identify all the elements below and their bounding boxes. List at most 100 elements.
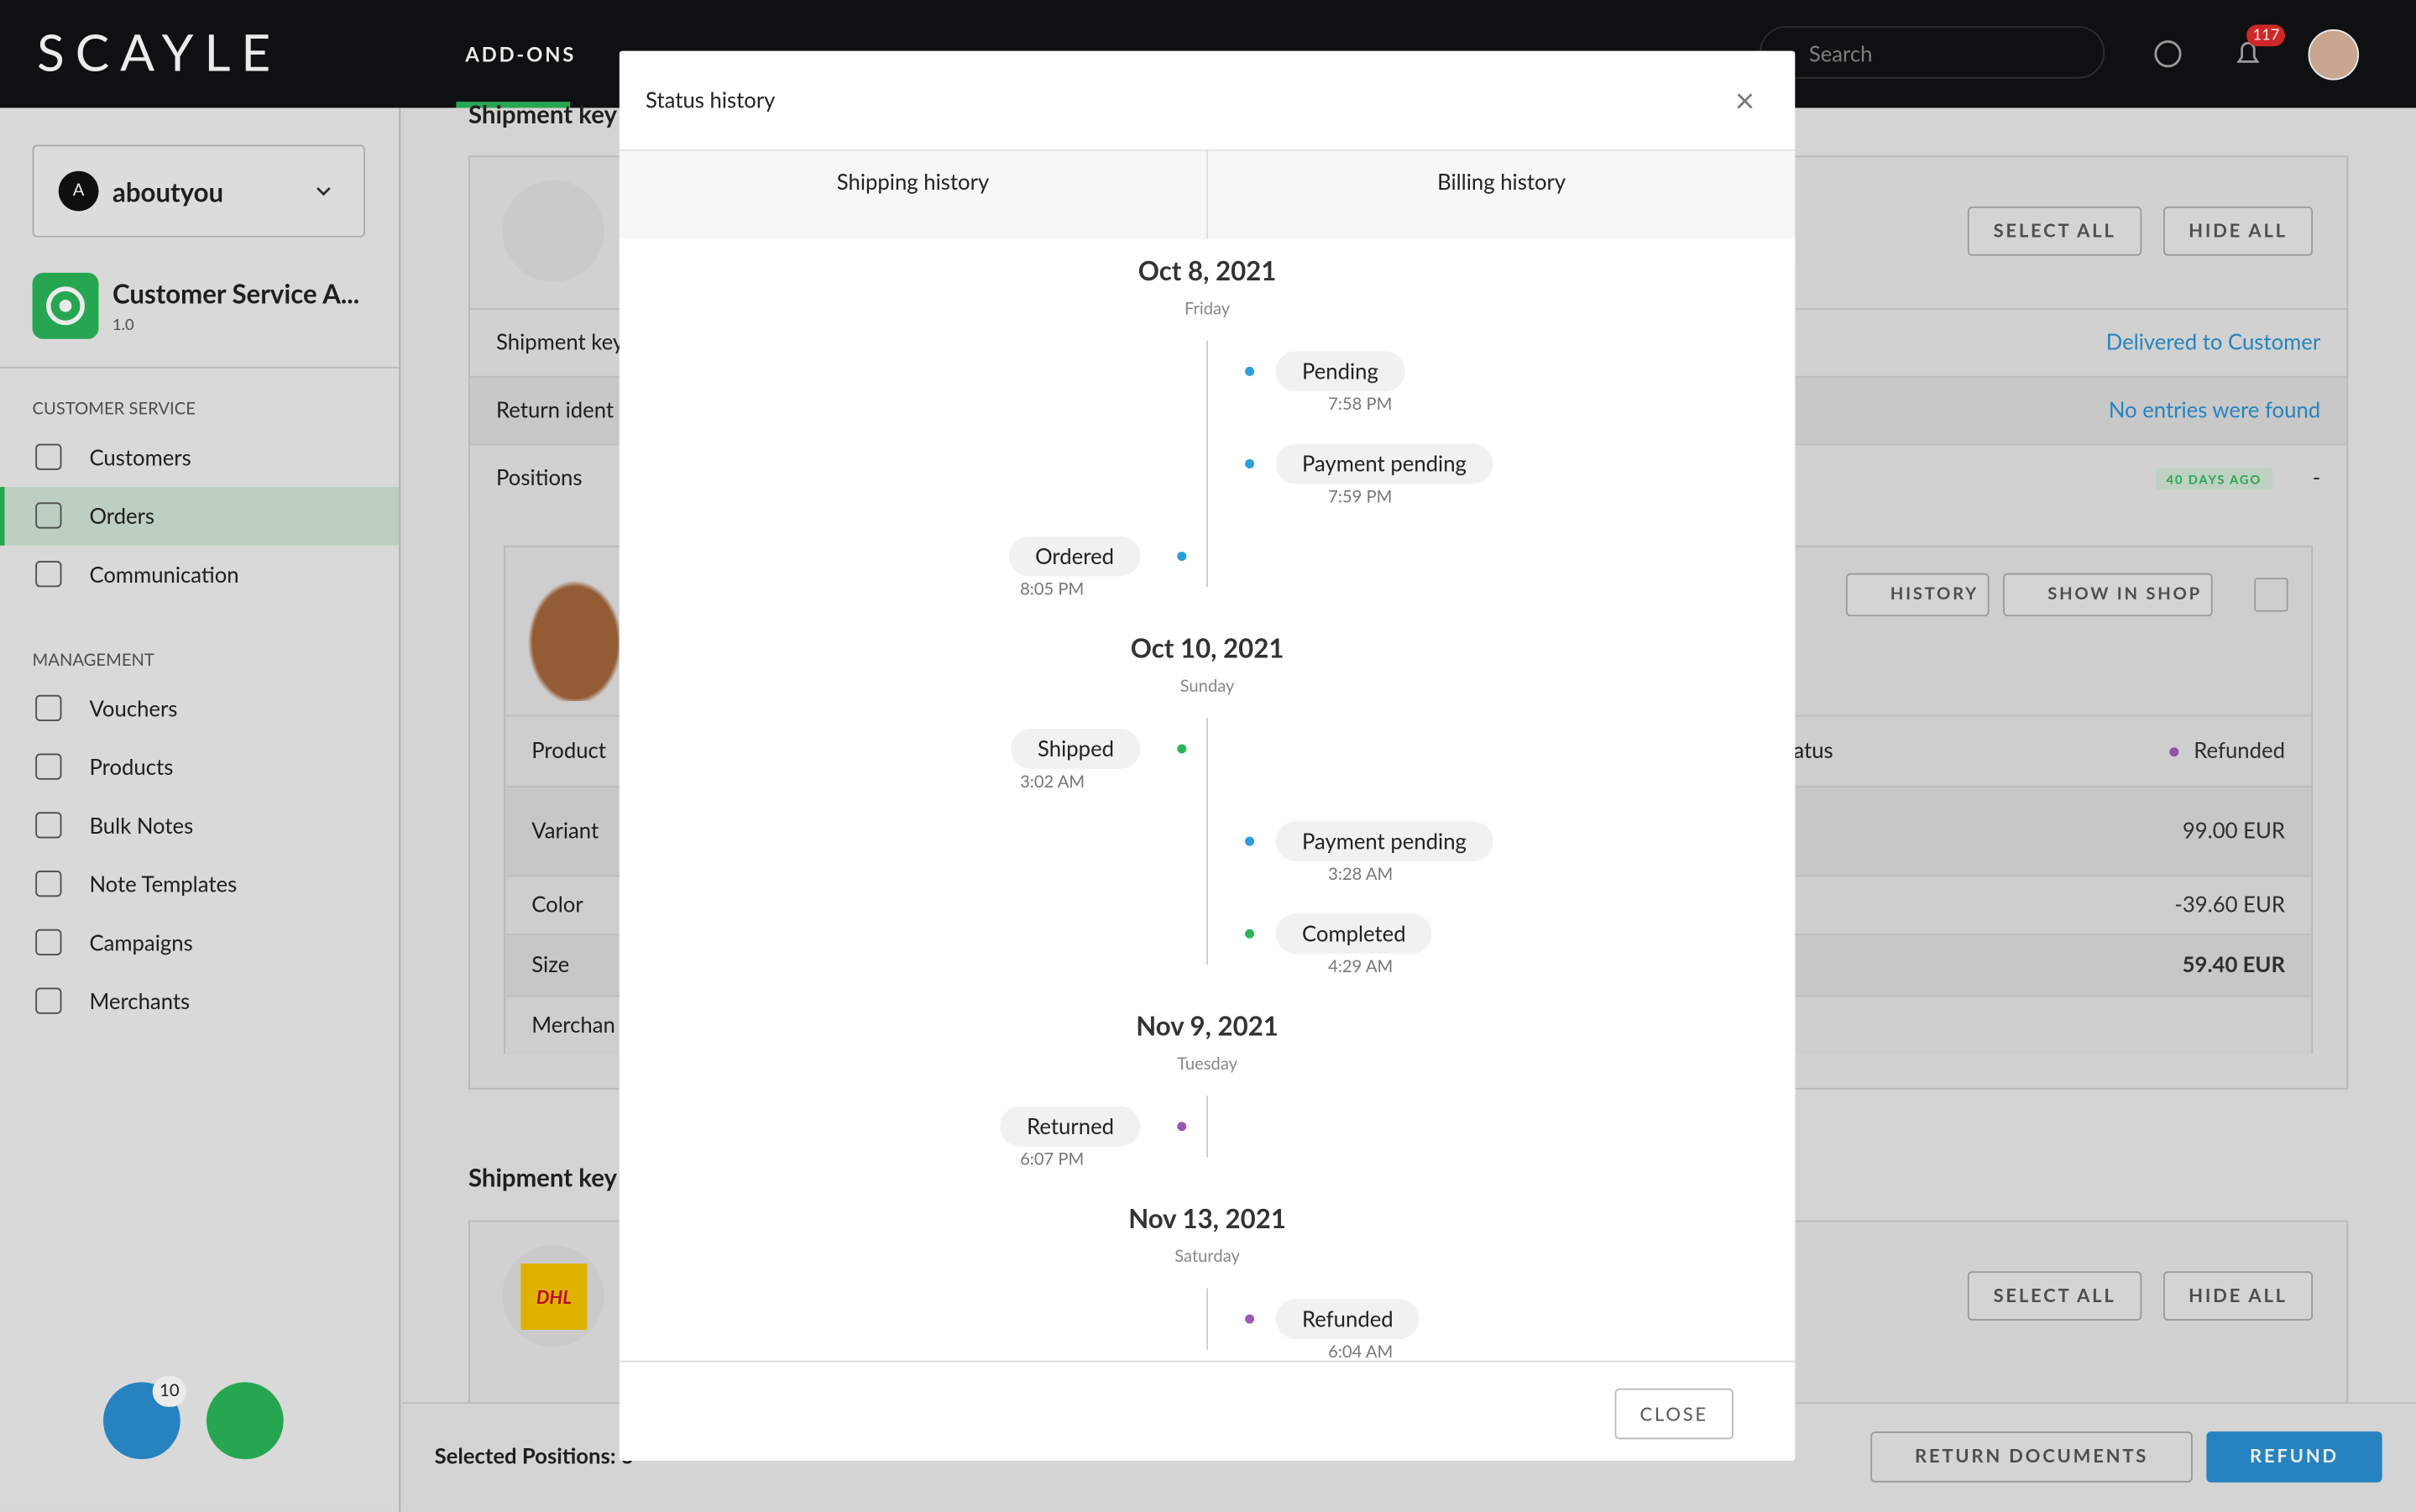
- nav-item[interactable]: Note Templates: [0, 855, 399, 914]
- tab-label: Shipping history: [836, 168, 990, 195]
- nav-label: Communication: [89, 561, 239, 588]
- event-label: Returned: [1000, 1106, 1141, 1147]
- product-value: Refunded: [2194, 736, 2285, 763]
- weekday: Sunday: [1179, 676, 1235, 697]
- section-heading: Shipment key: [468, 1163, 617, 1193]
- help-icon[interactable]: [2151, 37, 2184, 71]
- timeline: Oct 8, 2021 Friday Pending 7:58 PM Payment p…: [619, 238, 1796, 1361]
- button[interactable]: SHOW IN SHOP: [2003, 573, 2213, 617]
- event-dot: [1245, 458, 1255, 468]
- nav-item[interactable]: Orders: [0, 487, 400, 546]
- nav-item[interactable]: Bulk Notes: [0, 797, 399, 855]
- nav-label: Products: [89, 753, 174, 780]
- nav-label: Note Templates: [89, 871, 238, 897]
- nav-link[interactable]: ADD-ONS: [465, 41, 577, 66]
- tab[interactable]: Shipping history: [620, 151, 1206, 264]
- row-value: Delivered to Customer: [2105, 327, 2321, 355]
- date-heading: Oct 8, 2021: [1137, 254, 1277, 287]
- sidebar: [0, 107, 401, 1512]
- status-dot: [2169, 747, 2179, 757]
- nav-icon: [35, 443, 62, 470]
- event-time: 8:05 PM: [1020, 579, 1085, 599]
- timeline-line: [1206, 718, 1209, 965]
- section-title: CUSTOMER SERVICE: [32, 399, 196, 420]
- timeline-line: [1206, 1288, 1209, 1350]
- event-label: Ordered: [1008, 536, 1141, 577]
- product-value: -39.60 EUR: [2174, 890, 2285, 918]
- nav-item[interactable]: Products: [0, 738, 399, 797]
- tab-divider: [1206, 150, 1209, 264]
- nav-label: Bulk Notes: [89, 812, 194, 839]
- event-time: 6:04 AM: [1328, 1342, 1394, 1361]
- bell-icon[interactable]: [2234, 39, 2262, 70]
- product-label: Merchan: [531, 1010, 615, 1037]
- timeline-line: [1206, 340, 1209, 588]
- product-label: Color: [531, 890, 583, 918]
- logo[interactable]: SCAYLE: [37, 21, 282, 84]
- nav-label: Merchants: [89, 987, 191, 1014]
- event-dot: [1245, 366, 1255, 376]
- nav-item[interactable]: Customers: [0, 428, 399, 487]
- event-dot: [1177, 1122, 1187, 1132]
- row-label: Shipment key: [496, 327, 625, 355]
- support-badge: 10: [152, 1376, 187, 1407]
- section-heading: Shipment key: [468, 100, 617, 130]
- button[interactable]: SELECT ALL: [1967, 206, 2142, 256]
- tab[interactable]: Billing history: [1208, 151, 1795, 264]
- event-dot: [1245, 1314, 1255, 1324]
- nav-item[interactable]: Campaigns: [0, 913, 399, 972]
- nav-icon: [35, 753, 62, 780]
- weekday: Tuesday: [1177, 1054, 1238, 1075]
- event-label: Refunded: [1275, 1299, 1420, 1340]
- product-label: Variant: [531, 816, 599, 843]
- notification-badge: 117: [2246, 24, 2286, 47]
- selected-count: Selected Positions: 3: [434, 1441, 634, 1469]
- event-time: 7:59 PM: [1328, 487, 1393, 507]
- nav-item[interactable]: Merchants: [0, 972, 399, 1031]
- row-value: -: [2312, 463, 2321, 490]
- weekday: Saturday: [1174, 1246, 1240, 1267]
- nav-label: Orders: [89, 502, 155, 529]
- button[interactable]: HISTORY: [1845, 573, 1990, 617]
- nav-label: Customers: [89, 443, 191, 470]
- badge: 40 DAYS AGO: [2155, 468, 2272, 490]
- chevron: [316, 186, 331, 196]
- nav-icon: [35, 987, 62, 1014]
- button[interactable]: HIDE ALL: [2162, 206, 2314, 256]
- timeline-line: [1206, 1096, 1209, 1158]
- button[interactable]: SELECT ALL: [1967, 1271, 2142, 1321]
- user-avatar[interactable]: [2308, 29, 2360, 81]
- date-heading: Oct 10, 2021: [1130, 631, 1284, 665]
- event-label: Payment pending: [1275, 821, 1493, 862]
- event-dot: [1177, 744, 1187, 754]
- modal-footer: CLOSE: [619, 1360, 1796, 1462]
- nav-icon: [35, 871, 62, 897]
- divider: [0, 366, 400, 369]
- app-version: 1.0: [112, 316, 134, 335]
- button[interactable]: HIDE ALL: [2162, 1271, 2314, 1321]
- carrier-logo: [502, 180, 604, 282]
- app-icon: [32, 272, 99, 339]
- chat-button[interactable]: [206, 1382, 284, 1460]
- search-placeholder: Search: [1808, 39, 1873, 66]
- dhl-logo: DHL: [520, 1263, 588, 1331]
- nav-icon: [35, 694, 62, 721]
- product-label: Size: [531, 950, 570, 977]
- section-title: MANAGEMENT: [32, 650, 154, 671]
- nav-icon: [35, 502, 62, 529]
- tab-label: Billing history: [1437, 168, 1566, 195]
- date-heading: Nov 9, 2021: [1136, 1009, 1279, 1042]
- event-time: 3:02 AM: [1020, 772, 1085, 793]
- nav-item[interactable]: Communication: [0, 546, 399, 604]
- nav-item[interactable]: Vouchers: [0, 679, 399, 738]
- event-label: Shipped: [1011, 729, 1141, 769]
- event-dot: [1177, 552, 1187, 562]
- close-icon[interactable]: ×: [1734, 78, 1755, 121]
- close-button[interactable]: CLOSE: [1614, 1388, 1734, 1440]
- button[interactable]: RETURN DOCUMENTS: [1870, 1431, 2193, 1483]
- status-history-modal: Status history × Shipping history Billin…: [619, 50, 1796, 1462]
- shop-initial: A: [58, 170, 99, 212]
- weekday: Friday: [1184, 299, 1231, 319]
- button[interactable]: REFUND: [2206, 1431, 2382, 1483]
